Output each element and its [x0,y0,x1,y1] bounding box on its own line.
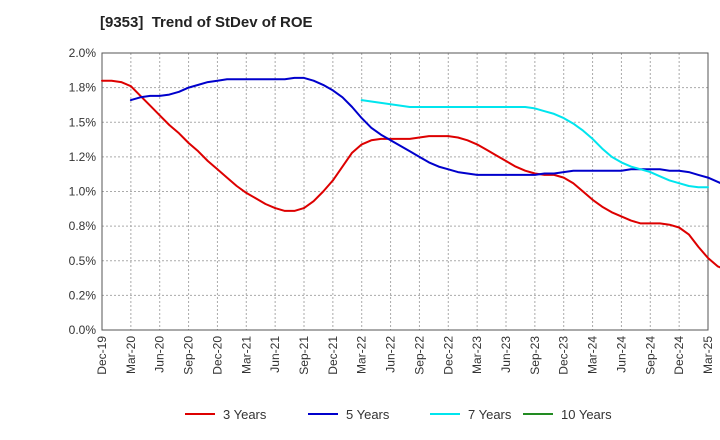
x-tick-label: Dec-22 [441,336,455,375]
y-tick-label: 1.5% [69,115,97,129]
y-axis-ticks: 0.0% 0.2% 0.5% 0.8% 1.0% 1.2% 1.5% 1.8% 2.0% [69,46,97,337]
grid-lines [102,53,708,330]
legend-label: 10 Years [561,407,612,422]
x-tick-label: Mar-25 [701,336,715,374]
series-lines [101,76,720,269]
x-tick-label: Jun-20 [153,336,167,373]
y-tick-label: 1.8% [69,81,97,95]
x-tick-label: Dec-20 [210,336,224,375]
x-tick-label: Mar-22 [355,336,369,374]
legend: 3 Years 5 Years 7 Years 10 Years [185,407,612,422]
y-tick-label: 0.0% [69,323,97,337]
x-tick-label: Jun-23 [499,336,513,373]
x-tick-label: Dec-19 [95,336,109,375]
x-tick-label: Dec-23 [557,336,571,375]
y-tick-label: 1.0% [69,185,97,199]
y-tick-label: 0.2% [69,288,97,302]
x-tick-label: Sep-24 [643,336,657,375]
x-tick-label: Mar-20 [124,336,138,374]
y-tick-label: 0.5% [69,254,97,268]
x-tick-label: Mar-24 [586,336,600,374]
y-tick-label: 0.8% [69,219,97,233]
x-tick-label: Sep-21 [297,336,311,375]
x-tick-label: Mar-23 [470,336,484,374]
legend-label: 5 Years [346,407,390,422]
y-tick-label: 2.0% [69,46,97,60]
plot-area [101,52,709,331]
x-tick-label: Jun-22 [384,336,398,373]
x-tick-label: Sep-23 [528,336,542,375]
x-axis-ticks: Dec-19 Mar-20 Jun-20 Sep-20 Dec-20 Mar-21 Jun-… [95,336,715,375]
legend-label: 3 Years [223,407,267,422]
series-line-5-years [129,76,720,184]
series-line-7-years [360,99,709,189]
series-line-3-years [101,79,720,269]
x-tick-label: Jun-21 [268,336,282,373]
x-tick-label: Sep-22 [412,336,426,375]
x-tick-label: Sep-20 [182,336,196,375]
x-tick-label: Dec-21 [326,336,340,375]
legend-label: 7 Years [468,407,512,422]
x-tick-label: Jun-24 [614,336,628,373]
x-tick-label: Dec-24 [672,336,686,375]
chart-title: [9353] Trend of StDev of ROE [100,14,313,31]
y-tick-label: 1.2% [69,150,97,164]
x-tick-label: Mar-21 [239,336,253,374]
